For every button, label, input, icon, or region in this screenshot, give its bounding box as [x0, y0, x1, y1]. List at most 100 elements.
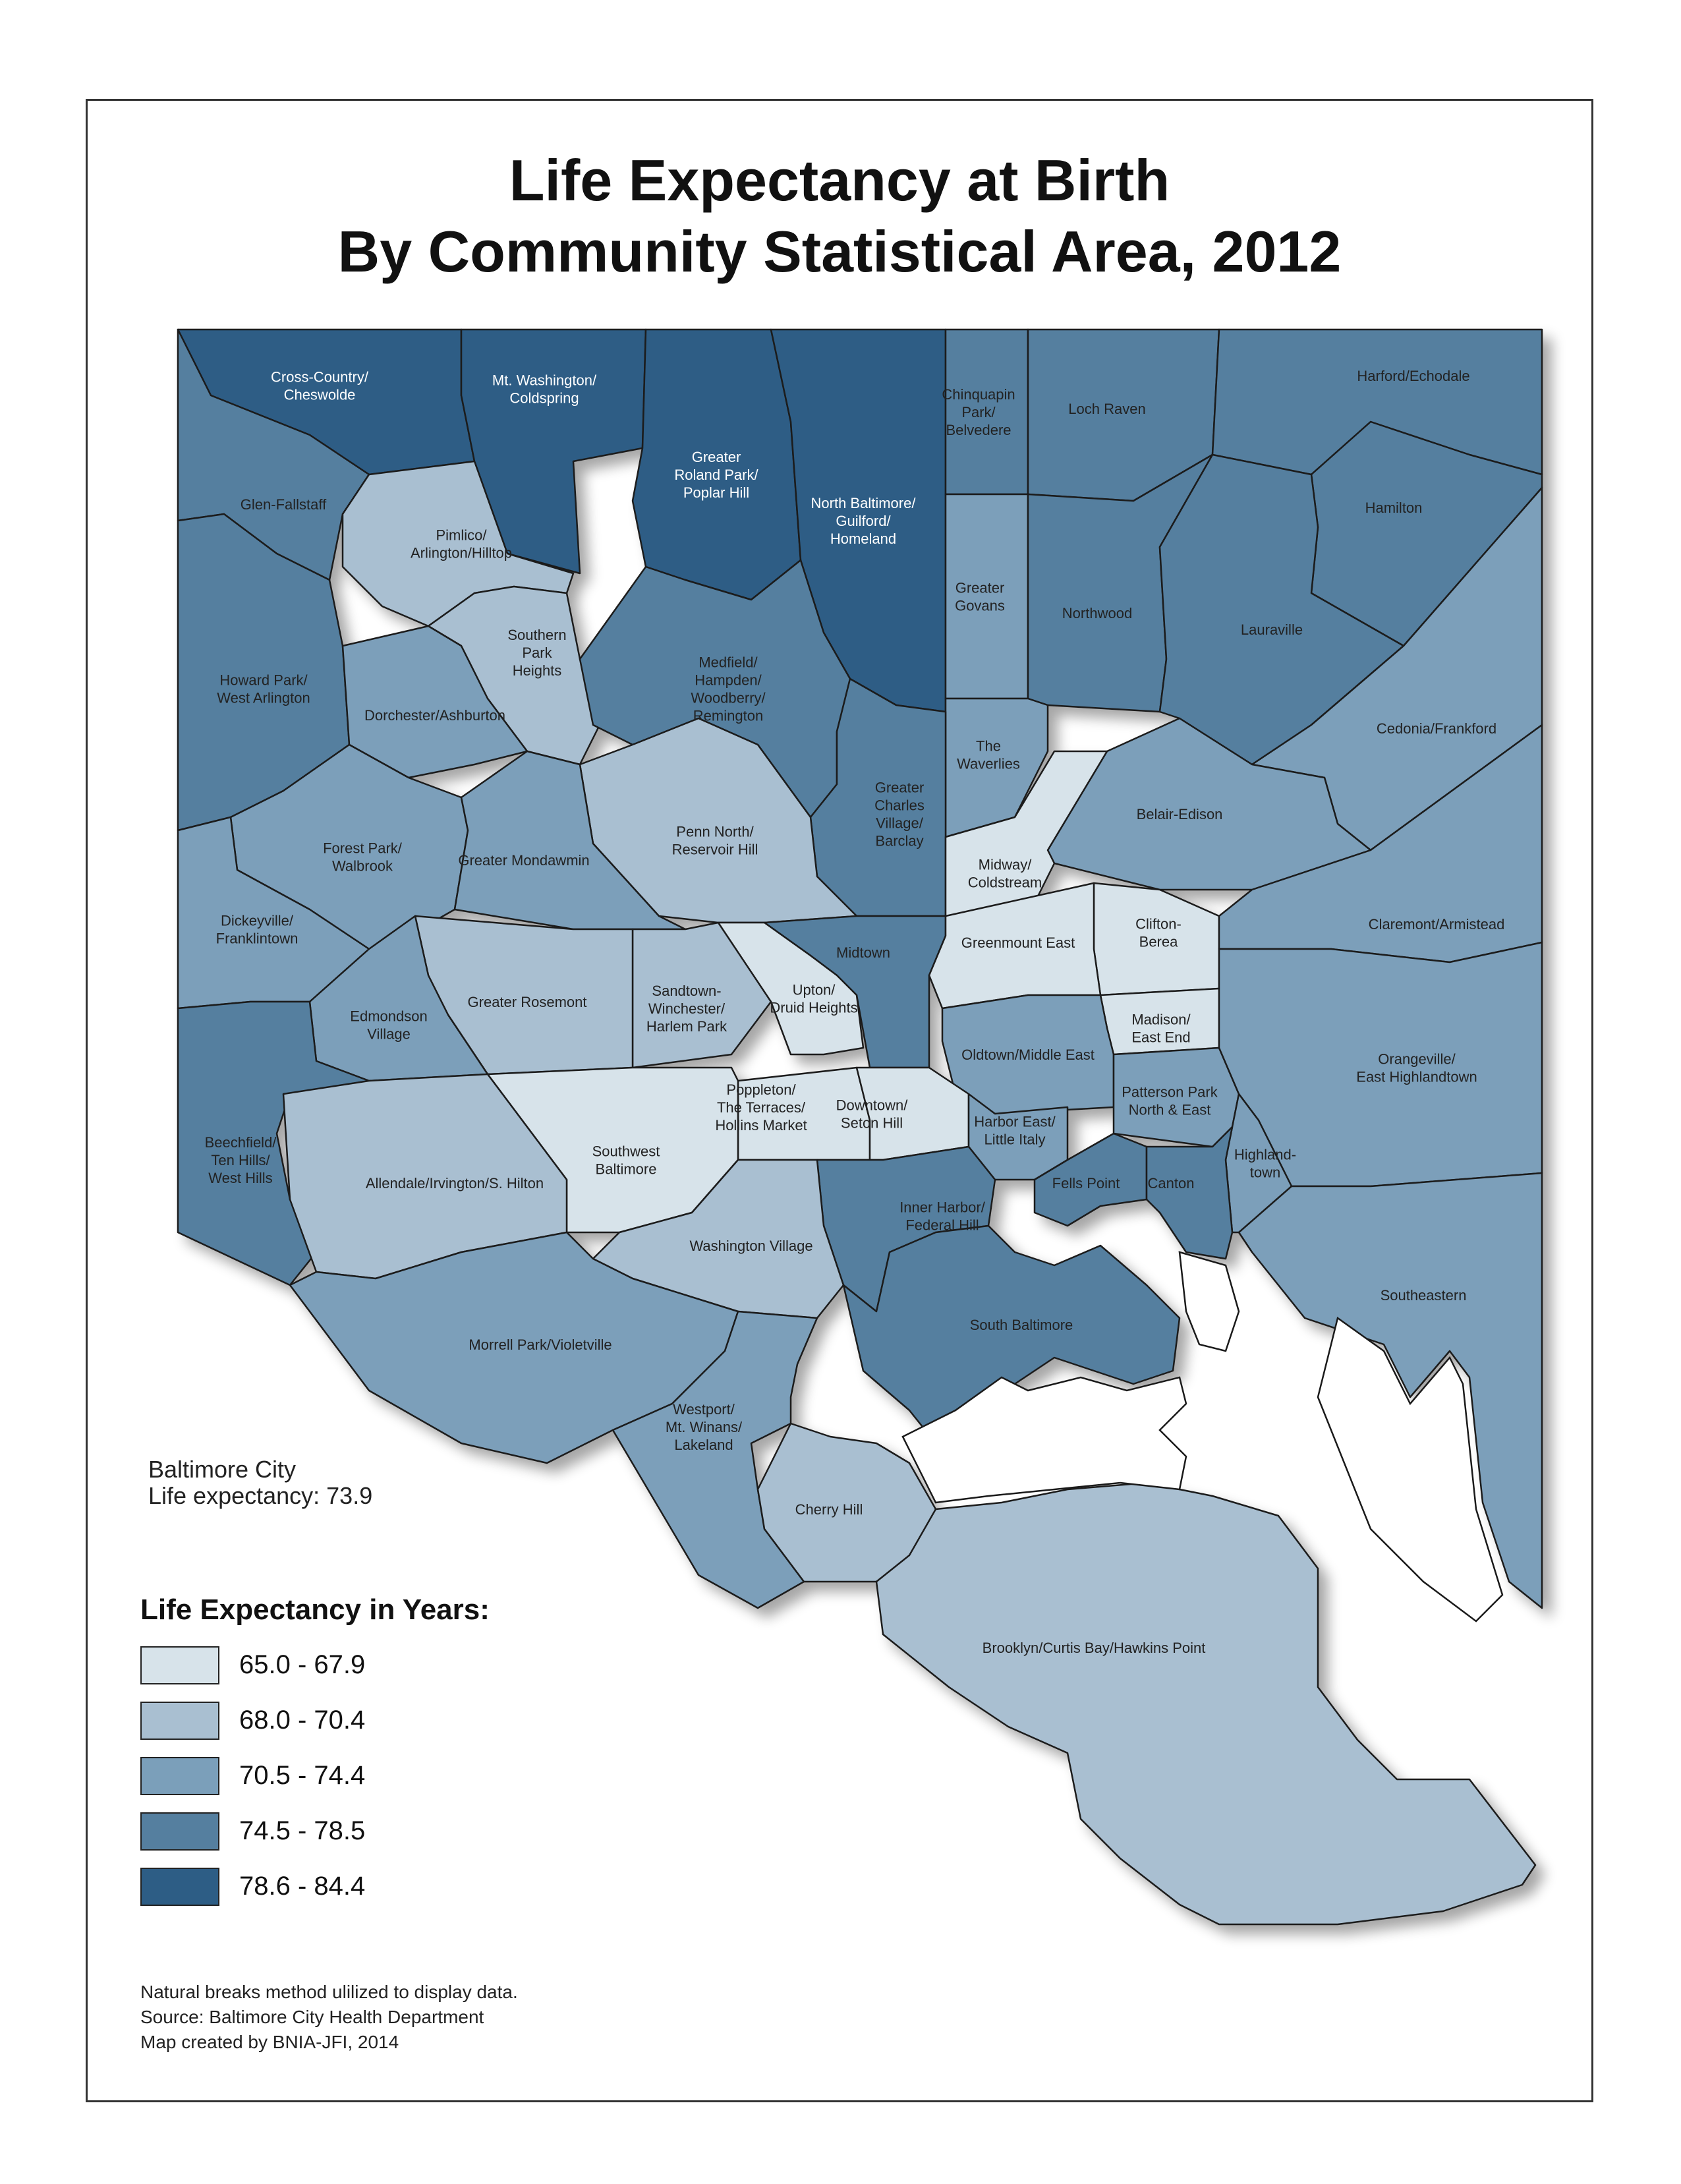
- region-label-inner-harbor: Inner Harbor/Federal Hill: [899, 1199, 986, 1234]
- region-label-line: Cherry Hill: [795, 1501, 863, 1518]
- city-name: Baltimore City: [148, 1456, 297, 1483]
- region-canton: [1145, 1126, 1234, 1260]
- region-label-line: Arlington/Hilltop: [411, 545, 512, 561]
- region-label-line: Westport/: [673, 1401, 735, 1418]
- region-label-line: Federal Hill: [905, 1217, 979, 1234]
- region-label-midtown: Midtown: [836, 944, 890, 961]
- region-label-dorchester: Dorchester/Ashburton: [364, 707, 505, 724]
- map-title: Life Expectancy at Birth By Community St…: [86, 145, 1593, 287]
- region-label-southwest: Southwest Baltimore: [592, 1143, 660, 1178]
- region-label-downtown: Downtown/Seton Hill: [836, 1097, 909, 1132]
- region-label-line: Upton/: [793, 982, 836, 998]
- region-label-harford: Harford/Echodale: [1357, 368, 1469, 384]
- region-label-loch-raven: Loch Raven: [1068, 401, 1145, 417]
- region-label-beechfield: Beechfield/Ten Hills/West Hills: [205, 1134, 277, 1186]
- legend-swatch: [140, 1757, 219, 1795]
- region-label-line: Allendale/Irvington/S. Hilton: [366, 1175, 544, 1192]
- region-label-line: Madison/: [1131, 1012, 1191, 1028]
- region-label-line: Guilford/: [836, 513, 891, 529]
- region-label-line: Greater Mondawmin: [458, 852, 589, 869]
- region-label-midway: Midway/Coldstream: [968, 857, 1042, 891]
- legend-label: 68.0 - 70.4: [239, 1706, 366, 1735]
- region-label-rosemont: Greater Rosemont: [468, 994, 587, 1010]
- harbor-water-2: [1317, 1316, 1504, 1623]
- region-label-line: Poplar Hill: [683, 484, 749, 501]
- region-label-line: Village/: [876, 815, 924, 832]
- region-label-clifton: Clifton-Berea: [1135, 916, 1182, 950]
- region-label-forest-park: Forest Park/Walbrook: [323, 840, 403, 875]
- region-label-line: North Baltimore/: [811, 495, 917, 511]
- region-greater-govans: [944, 493, 1029, 700]
- region-label-line: Little Italy: [984, 1132, 1046, 1148]
- region-label-northwood: Northwood: [1062, 605, 1132, 621]
- map-notes: Natural breaks method ulilized to displa…: [140, 1980, 518, 2055]
- region-label-line: Lakeland: [674, 1437, 733, 1453]
- region-label-line: Ten Hills/: [211, 1152, 270, 1168]
- region-label-line: Morrell Park/Violetville: [469, 1336, 612, 1353]
- region-label-line: Dickeyville/: [221, 913, 294, 929]
- region-label-line: Claremont/Armistead: [1369, 916, 1505, 933]
- region-label-line: Orangeville/: [1378, 1051, 1456, 1068]
- region-label-upton: Upton/Druid Heights: [770, 982, 857, 1016]
- legend-label: 78.6 - 84.4: [239, 1872, 366, 1901]
- region-label-harbor-east: Harbor East/Little Italy: [974, 1114, 1056, 1148]
- legend-label: 70.5 - 74.4: [239, 1761, 366, 1790]
- city-life-expectancy: Life expectancy: 73.9: [148, 1482, 373, 1509]
- region-label-line: Greater Rosemont: [468, 994, 587, 1010]
- region-label-line: Forest Park/: [323, 840, 403, 857]
- region-label-line: Cross-Country/: [271, 369, 369, 386]
- region-label-claremont: Claremont/Armistead: [1369, 916, 1505, 933]
- region-label-oldtown: Oldtown/Middle East: [961, 1047, 1095, 1063]
- region-label-line: Downtown/: [836, 1097, 909, 1114]
- region-label-highlandtown: Highland-town: [1234, 1147, 1296, 1181]
- region-label-line: Dorchester/Ashburton: [364, 707, 505, 724]
- region-label-line: Mt. Winans/: [666, 1419, 743, 1435]
- region-label-line: Waverlies: [957, 756, 1020, 772]
- title-line-2: By Community Statistical Area, 2012: [337, 219, 1342, 284]
- region-label-line: Cheswolde: [284, 387, 356, 403]
- region-label-line: Heights: [513, 662, 562, 679]
- region-label-line: Hampden/: [695, 672, 762, 689]
- region-label-line: East End: [1131, 1029, 1190, 1046]
- region-label-pimlico: Pimlico/Arlington/Hilltop: [411, 527, 512, 561]
- note-source: Source: Baltimore City Health Department: [140, 2007, 484, 2027]
- region-label-line: South Baltimore: [970, 1317, 1073, 1333]
- title-line-1: Life Expectancy at Birth: [509, 148, 1170, 213]
- region-label-line: Harlem Park: [646, 1018, 727, 1035]
- region-label-line: Highland-: [1234, 1147, 1296, 1163]
- region-label-line: town: [1250, 1164, 1280, 1181]
- region-label-morrell-park: Morrell Park/Violetville: [469, 1336, 612, 1353]
- region-label-line: Harbor East/: [974, 1114, 1056, 1130]
- region-label-north-baltimore: North Baltimore/Guilford/Homeland: [811, 495, 917, 547]
- region-label-line: Greenmount East: [961, 934, 1075, 951]
- region-label-mt-washington: Mt. Washington/Coldspring: [492, 372, 597, 407]
- harbor-water-1: [1178, 1251, 1240, 1352]
- region-label-line: Cedonia/Frankford: [1377, 720, 1496, 737]
- region-label-line: Barclay: [875, 833, 923, 849]
- region-label-line: Canton: [1148, 1175, 1195, 1192]
- region-label-line: Hollins Market: [715, 1117, 807, 1134]
- region-label-line: Hamilton: [1365, 500, 1423, 516]
- region-label-line: Greater: [692, 449, 741, 465]
- region-label-howard-park: Howard Park/West Arlington: [217, 672, 310, 706]
- region-label-line: Belair-Edison: [1137, 806, 1223, 822]
- region-label-belair-edison: Belair-Edison: [1137, 806, 1223, 822]
- region-label-line: Lauraville: [1241, 621, 1303, 638]
- region-upton: [717, 921, 865, 1056]
- region-label-line: East Highlandtown: [1356, 1069, 1477, 1085]
- region-label-edmondson: Edmondson Village: [350, 1008, 427, 1043]
- region-label-line: The: [976, 738, 1001, 755]
- region-mondawmin: [453, 750, 687, 931]
- region-label-line: Washington Village: [689, 1238, 812, 1254]
- region-label-glen-fallstaff: Glen-Fallstaff: [241, 496, 327, 513]
- region-label-line: Franklintown: [216, 931, 299, 947]
- region-label-line: Greater: [875, 780, 925, 796]
- region-label-line: Winchester/: [648, 1000, 726, 1017]
- region-label-line: Berea: [1139, 934, 1178, 950]
- region-label-dickeyville: Dickeyville/Franklintown: [216, 913, 299, 947]
- region-label-line: Edmondson: [350, 1008, 427, 1025]
- harbor-water-0: [901, 1376, 1187, 1504]
- region-label-penn-north: Penn North/Reservoir Hill: [672, 824, 758, 858]
- region-label-cross-country: Cross-Country/Cheswolde: [271, 369, 369, 403]
